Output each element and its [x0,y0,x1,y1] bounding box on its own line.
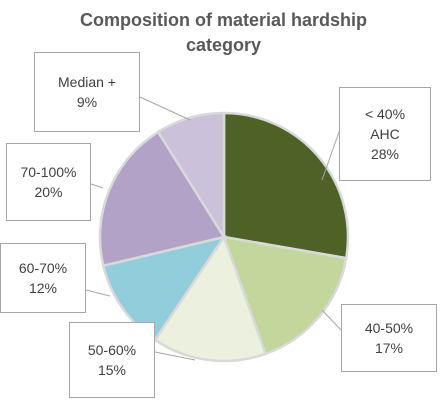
leader-line-2 [154,351,196,361]
slice-label-line: 40-50% [364,320,414,336]
slice-label-line: 50-60% [87,342,137,358]
slice-percent: 20% [34,184,63,200]
leader-line-1 [321,309,342,331]
pie-slice-2 [153,234,268,363]
pie-slice-4 [98,130,226,268]
slice-label-line: AHC [370,126,400,142]
leader-line-3 [85,289,111,297]
pie-slice-5 [156,111,226,242]
chart-title-line-1: Composition of material hardship [79,10,368,30]
callout-median-plus: Median + 9% [34,52,140,132]
callout-50-60: 50-60% 15% [69,322,155,398]
slice-label-line: 60-70% [18,260,68,276]
callout-60-70: 60-70% 12% [0,243,86,313]
pie-slice-0 [222,111,350,260]
slice-label-line: 70-100% [20,164,77,180]
slice-label-line: Median + [58,74,116,90]
slice-percent: 15% [97,362,127,378]
leader-line-0 [321,131,340,181]
slice-percent: 12% [28,280,58,296]
callout-lt40-ahc: < 40% AHC 28% [339,87,431,181]
slice-label-line: < 40% [364,106,406,122]
chart-title: Composition of material hardship categor… [60,8,387,58]
leader-line-4 [90,183,104,189]
leader-line-5 [139,96,191,121]
slice-percent: 9% [76,94,98,110]
callout-70-100: 70-100% 20% [6,143,91,221]
callout-40-50: 40-50% 17% [341,304,437,372]
slice-percent: 17% [374,340,404,356]
pie-slice-1 [222,235,348,356]
chart-title-line-2: category [185,35,262,55]
slice-percent: 28% [370,146,400,162]
